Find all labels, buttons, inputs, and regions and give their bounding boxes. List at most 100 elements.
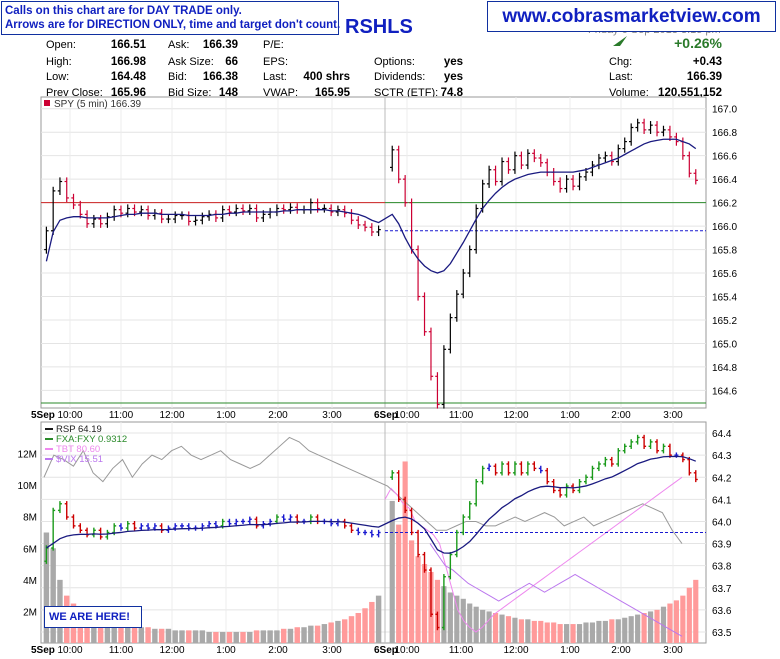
stat-label: Low:	[46, 71, 69, 83]
y-tick-label: 63.7	[712, 584, 732, 595]
volume-bar	[680, 595, 686, 643]
x-tick-label: 3:00	[322, 410, 342, 421]
volume-tick-label: 8M	[23, 513, 37, 524]
stat-label: Prev Close:	[46, 87, 103, 99]
volume-bar	[641, 613, 647, 643]
y-tick-label: 164.6	[712, 386, 737, 397]
x-tick-label: 10:00	[57, 645, 82, 656]
volume-bar	[544, 622, 550, 643]
x-tick-label: 1:00	[560, 410, 580, 421]
volume-bar	[97, 617, 104, 643]
y-tick-label: 63.5	[712, 628, 732, 639]
stat-label: EPS:	[263, 56, 288, 68]
stat-label: Dividends:	[374, 71, 425, 83]
x-tick-label: 11:00	[109, 645, 134, 656]
volume-bar	[512, 617, 518, 643]
volume-bar	[447, 592, 453, 643]
volume-bar	[396, 524, 402, 643]
stat-label: Last:	[263, 71, 287, 83]
volume-bar	[467, 603, 473, 643]
volume-bar	[186, 630, 192, 643]
volume-bar	[602, 620, 608, 643]
stats-table: Open: 166.51 High: 166.98 Low: 164.48 Prev Clo…	[46, 39, 722, 99]
volume-bar	[454, 595, 460, 643]
volume-bar	[301, 627, 307, 643]
volume-bar	[615, 619, 621, 643]
y-tick-label: 166.2	[712, 199, 737, 210]
volume-tick-label: 2M	[23, 607, 37, 618]
volume-bar	[576, 624, 583, 643]
y-tick-label: 63.6	[712, 606, 732, 617]
stat-label: Chg:	[609, 56, 632, 68]
volume-bar	[308, 625, 314, 643]
website-label[interactable]: www.cobrasmarketview.com	[487, 1, 776, 32]
x-tick-label: 1:00	[216, 410, 236, 421]
volume-bar	[280, 628, 287, 643]
stat-value: 166.38	[203, 71, 239, 83]
axis-labels: 167.0 166.8 166.6 166.4 166.2 166.0 165.8 165.6…	[18, 105, 738, 656]
volume-bar	[564, 624, 570, 643]
stat-value: 166.51	[111, 39, 147, 51]
x-tick-label: 11:00	[449, 645, 474, 656]
x-tick-label: 6Sep	[374, 410, 398, 421]
stat-value: 120,551,152	[658, 87, 722, 99]
volume-bar	[294, 627, 300, 643]
volume-bar	[125, 624, 131, 643]
up-arrow-icon	[613, 36, 627, 46]
vix-line	[429, 543, 683, 637]
volume-bar	[647, 611, 654, 643]
volume-bar	[434, 579, 441, 643]
stat-value: 166.39	[203, 39, 238, 51]
y-tick-label: 165.4	[712, 293, 737, 304]
stat-value: +0.43	[693, 56, 722, 68]
volume-bar	[233, 631, 239, 643]
volume-bar	[172, 630, 178, 643]
y-tick-label: 64.3	[712, 451, 732, 462]
x-tick-label: 12:00	[503, 645, 528, 656]
volume-bar	[660, 606, 667, 643]
volume-bar	[369, 601, 375, 643]
volume-bar	[213, 631, 219, 643]
y-tick-label: 165.6	[712, 269, 737, 280]
volume-bar	[158, 628, 165, 643]
volume-bar	[492, 613, 499, 643]
volume-bar	[206, 631, 212, 643]
stat-label: Ask Size:	[168, 56, 214, 68]
volume-bar	[596, 620, 602, 643]
stat-value: yes	[444, 56, 463, 68]
volume-bar	[240, 631, 246, 643]
volume-bar	[402, 461, 408, 643]
volume-bar	[362, 608, 368, 643]
volume-bar	[538, 620, 544, 643]
volume-bar	[104, 619, 111, 643]
price-panel-frame	[40, 96, 707, 409]
volume-bar	[348, 616, 355, 643]
stat-label: Volume:	[609, 87, 649, 99]
x-tick-label: 10:00	[394, 410, 419, 421]
x-tick-label: 6Sep	[374, 645, 398, 656]
stat-value: 166.98	[111, 56, 147, 68]
direction-note-line: Arrows are for DIRECTION ONLY, time and …	[5, 19, 341, 31]
volume-bar	[654, 609, 660, 643]
y-tick-label: 167.0	[712, 105, 737, 116]
x-tick-label: 3:00	[663, 410, 683, 421]
price-grid	[41, 97, 706, 408]
volume-bar	[267, 630, 273, 643]
volume-bar	[583, 622, 589, 643]
volume-bar	[199, 630, 206, 643]
volume-bar	[589, 622, 596, 643]
stat-value: 165.96	[111, 87, 146, 99]
fxa-fxy-line	[43, 436, 683, 544]
moving-average-lines	[45, 138, 697, 274]
volume-bar	[287, 628, 294, 643]
stat-label: SCTR (ETF):	[374, 87, 438, 99]
stat-value: 74.8	[441, 87, 464, 99]
volume-bar	[138, 627, 145, 643]
volume-bar	[525, 619, 531, 643]
price-legend: SPY (5 min) 166.39	[44, 99, 142, 110]
volume-bar	[314, 625, 321, 643]
y-tick-label: 166.8	[712, 128, 737, 139]
stat-label: VWAP:	[263, 87, 298, 99]
price-bars	[44, 118, 698, 409]
